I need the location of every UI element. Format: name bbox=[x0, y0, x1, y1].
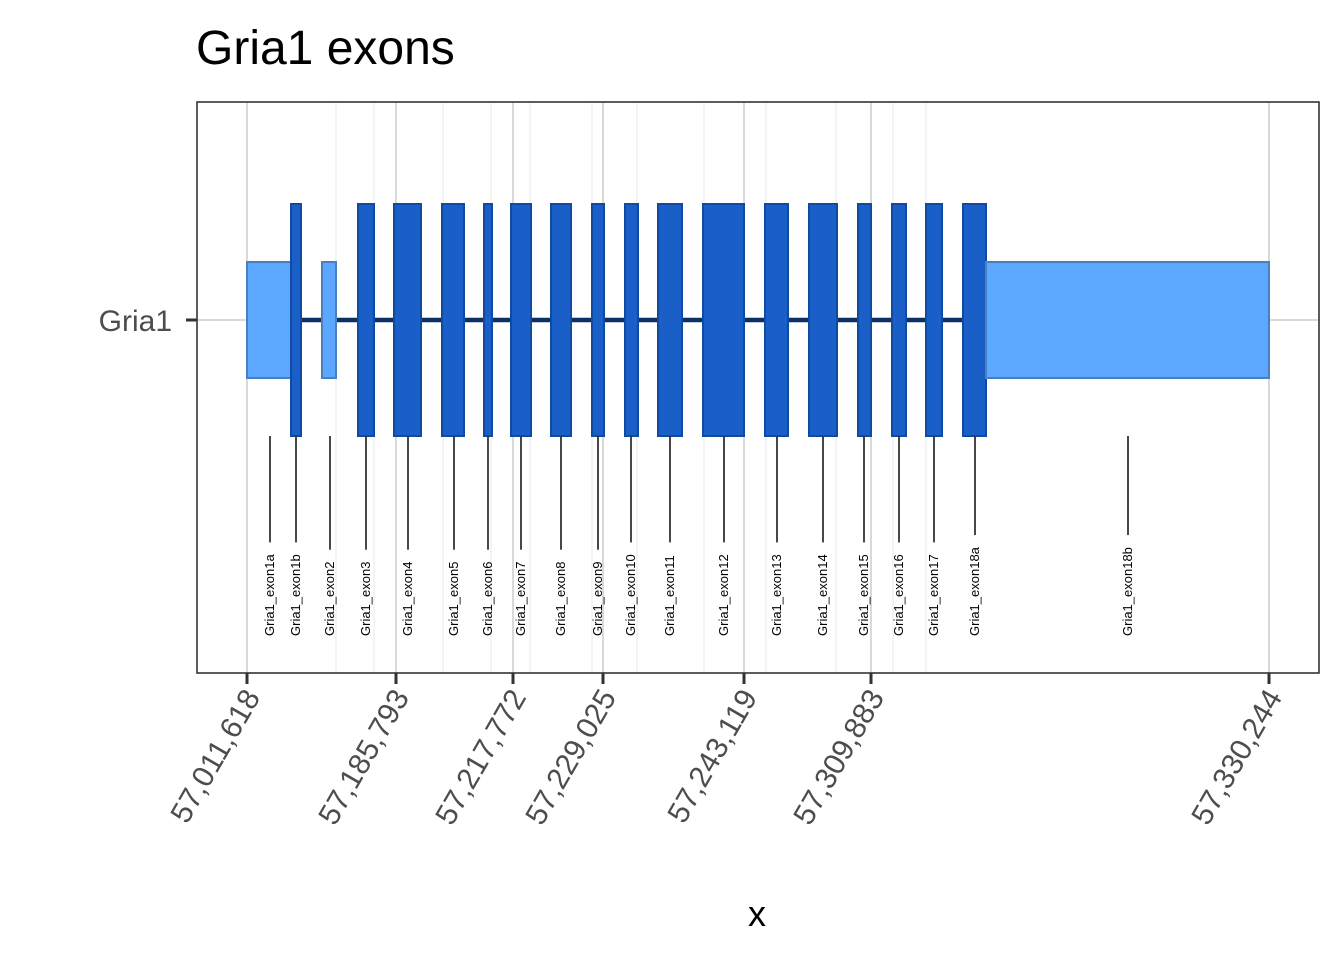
exon-box-6 bbox=[441, 203, 465, 437]
y-tick-label-gene: Gria1 bbox=[99, 305, 172, 338]
x-tick-label-4: 57,229,025 bbox=[519, 684, 623, 831]
exon-label-10: Gria1_exon9 bbox=[590, 562, 605, 636]
exon-label-8: Gria1_exon7 bbox=[513, 562, 528, 636]
exon-box-11 bbox=[624, 203, 639, 437]
exon-box-18 bbox=[925, 203, 943, 437]
exon-label-4: Gria1_exon3 bbox=[358, 562, 373, 636]
exon-box-5 bbox=[393, 203, 422, 437]
exon-label-11: Gria1_exon10 bbox=[623, 554, 638, 636]
y-axis: Gria1 bbox=[99, 305, 197, 338]
exon-label-19: Gria1_exon18a bbox=[967, 546, 982, 636]
x-tick-label-2: 57,185,793 bbox=[312, 684, 416, 831]
exon-label-5: Gria1_exon4 bbox=[400, 562, 415, 636]
x-tick-label-5: 57,243,119 bbox=[662, 684, 765, 829]
x-axis-title: x bbox=[748, 893, 766, 934]
exon-label-18: Gria1_exon17 bbox=[926, 554, 941, 636]
exon-label-1: Gria1_exon1a bbox=[262, 554, 277, 636]
exon-label-13: Gria1_exon12 bbox=[716, 554, 731, 636]
exon-box-8 bbox=[510, 203, 532, 437]
exon-box-2 bbox=[290, 203, 302, 437]
plot-panel-border bbox=[196, 101, 1320, 674]
x-tick-label-3: 57,217,772 bbox=[429, 684, 533, 831]
x-tick-label-7: 57,330,244 bbox=[1185, 684, 1289, 831]
x-axis: 57,011,618 57,185,793 57,217,77257,229,025… bbox=[165, 673, 1289, 831]
chart-title: Gria1 exons bbox=[196, 22, 455, 75]
exon-box-9 bbox=[550, 203, 572, 437]
exon-label-17: Gria1_exon16 bbox=[891, 554, 906, 636]
exon-box-20 bbox=[985, 261, 1270, 379]
exon-box-16 bbox=[857, 203, 872, 437]
exon-box-12 bbox=[657, 203, 683, 437]
exon-box-14 bbox=[764, 203, 789, 437]
exon-label-20: Gria1_exon18b bbox=[1120, 547, 1135, 636]
exon-box-10 bbox=[591, 203, 605, 437]
exon-label-15: Gria1_exon14 bbox=[815, 554, 830, 636]
exon-label-12: Gria1_exon11 bbox=[662, 555, 677, 636]
x-tick-label-6: 57,309,883 bbox=[787, 684, 891, 831]
exon-label-16: Gria1_exon15 bbox=[856, 554, 871, 636]
exon-label-9: Gria1_exon8 bbox=[553, 562, 568, 636]
exon-label-14: Gria1_exon13 bbox=[769, 554, 784, 636]
exon-box-19 bbox=[962, 203, 987, 437]
exon-box-4 bbox=[357, 203, 375, 437]
exon-box-15 bbox=[808, 203, 838, 437]
exon-label-6: Gria1_exon5 bbox=[446, 562, 461, 636]
exon-label-3: Gria1_exon2 bbox=[322, 562, 337, 636]
exon-box-7 bbox=[483, 203, 493, 437]
exon-box-1 bbox=[246, 261, 292, 379]
exon-label-2: Gria1_exon1b bbox=[288, 554, 303, 636]
exon-box-3 bbox=[321, 261, 337, 379]
exon-boxes bbox=[246, 203, 1270, 437]
x-tick-label-1: 57,011,618 bbox=[165, 684, 268, 829]
exon-box-17 bbox=[891, 203, 907, 437]
exon-labels: Gria1_exon1a Gria1_exon1b Gria1_exon2 Gria1… bbox=[262, 436, 1135, 636]
exon-label-7: Gria1_exon6 bbox=[480, 562, 495, 636]
exon-box-13 bbox=[702, 203, 745, 437]
